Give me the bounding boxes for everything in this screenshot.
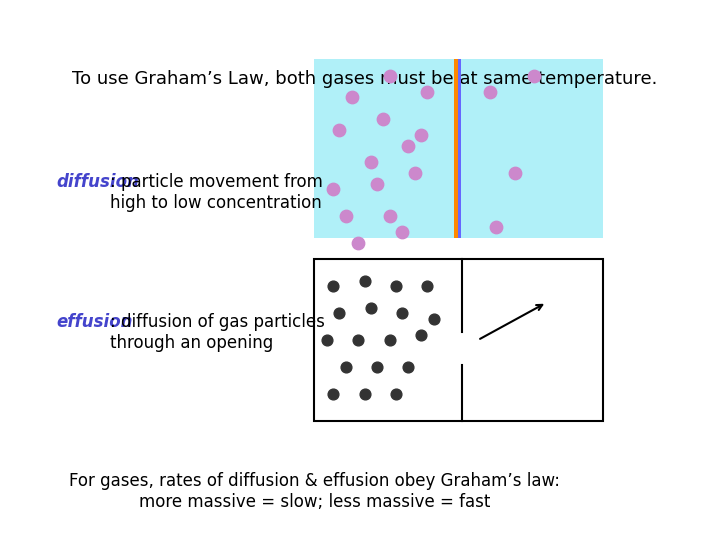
- Point: [365, 158, 377, 166]
- Point: [528, 71, 540, 80]
- Point: [402, 141, 414, 150]
- Point: [390, 282, 402, 291]
- Text: For gases, rates of diffusion & effusion obey Graham’s law:: For gases, rates of diffusion & effusion…: [68, 471, 559, 490]
- Text: more massive = slow; less massive = fast: more massive = slow; less massive = fast: [138, 493, 490, 511]
- Text: effusion: effusion: [57, 313, 133, 331]
- Point: [372, 363, 383, 372]
- Point: [377, 114, 389, 123]
- Point: [333, 125, 345, 134]
- Text: : diffusion of gas particles
through an opening: : diffusion of gas particles through an …: [110, 313, 325, 352]
- FancyBboxPatch shape: [457, 59, 462, 238]
- Point: [415, 131, 427, 139]
- Point: [402, 363, 414, 372]
- Point: [409, 168, 420, 177]
- FancyBboxPatch shape: [314, 59, 603, 238]
- Point: [328, 390, 339, 399]
- Point: [353, 239, 364, 247]
- Point: [384, 336, 395, 345]
- Point: [359, 276, 370, 285]
- Point: [346, 93, 358, 102]
- FancyBboxPatch shape: [454, 59, 457, 238]
- Point: [321, 336, 333, 345]
- Point: [422, 87, 433, 96]
- Point: [422, 282, 433, 291]
- Point: [415, 330, 427, 339]
- Point: [328, 282, 339, 291]
- Point: [384, 71, 395, 80]
- Point: [491, 222, 503, 231]
- Point: [328, 185, 339, 193]
- Point: [390, 390, 402, 399]
- Point: [428, 314, 439, 323]
- Point: [485, 87, 496, 96]
- Point: [384, 212, 395, 220]
- Point: [340, 363, 351, 372]
- Point: [359, 390, 370, 399]
- Text: To use Graham’s Law, both gases must be at same temperature.: To use Graham’s Law, both gases must be …: [72, 70, 657, 88]
- Point: [372, 179, 383, 188]
- Point: [333, 309, 345, 318]
- Text: : particle movement from
high to low concentration: : particle movement from high to low con…: [110, 173, 323, 212]
- Point: [353, 336, 364, 345]
- Point: [397, 228, 408, 237]
- Text: diffusion: diffusion: [57, 173, 140, 191]
- FancyBboxPatch shape: [314, 259, 603, 421]
- Point: [397, 309, 408, 318]
- Point: [340, 212, 351, 220]
- Point: [510, 168, 521, 177]
- Point: [365, 303, 377, 312]
